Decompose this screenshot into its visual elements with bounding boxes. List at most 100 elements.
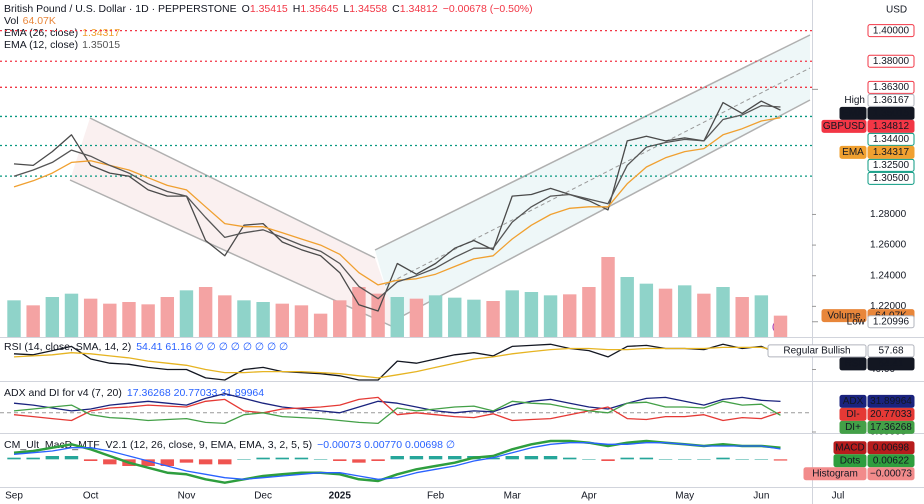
- bar: [237, 300, 251, 337]
- series-line: [13, 117, 781, 286]
- tag-value-box: [867, 357, 915, 371]
- bar: [371, 459, 385, 461]
- ema-name: EMA (26, close): [4, 27, 78, 39]
- marker-label: 1.36167: [873, 95, 910, 106]
- x-tick-label: Nov: [178, 491, 196, 502]
- channel-mid: [384, 67, 811, 286]
- bar: [486, 457, 500, 460]
- bar: [198, 287, 213, 337]
- bar: [543, 295, 558, 337]
- bar: [83, 298, 98, 337]
- bar: [313, 459, 328, 460]
- pane-title: ADX and DI for v4 (7, 20) 17.36268 20.770…: [4, 387, 264, 399]
- bar: [697, 459, 711, 460]
- series-line: [13, 343, 781, 381]
- tag-name-box: [839, 145, 867, 159]
- y-tick-label: 1.22000: [870, 301, 907, 312]
- legend-title: British Pound / U.S. Dollar · 1D · PEPPE…: [4, 3, 533, 15]
- vol-key: Vol: [4, 15, 19, 27]
- bar: [754, 459, 769, 460]
- bar: [26, 305, 40, 337]
- tag-name-box: [839, 407, 867, 421]
- x-tick-label: Apr: [581, 491, 597, 502]
- bar: [448, 456, 462, 460]
- bar: [620, 277, 634, 337]
- x-tick-label: Jun: [753, 491, 769, 502]
- x-tick-label: Mar: [504, 491, 522, 502]
- channel-line: [89, 117, 376, 259]
- bar: [639, 283, 654, 337]
- bar: [7, 300, 21, 337]
- tag-value-box: [867, 467, 915, 481]
- bar: [639, 457, 654, 460]
- bar: [45, 456, 60, 460]
- bar: [352, 459, 366, 463]
- x-tick-label: May: [675, 491, 694, 502]
- series-line: [13, 105, 781, 300]
- tag-value: 57.68: [878, 346, 903, 357]
- level-tag: [867, 158, 915, 172]
- vol-value: 64.07K: [23, 15, 56, 27]
- channel-line: [374, 34, 811, 251]
- bar: [677, 459, 692, 460]
- bar: [103, 303, 117, 337]
- tag-name-box: [833, 454, 867, 468]
- pane-name: ADX and DI for v4 (7, 20): [4, 387, 122, 399]
- tag-name-box: [839, 420, 867, 434]
- tag-name: Regular Bullish: [783, 346, 850, 357]
- bar: [620, 457, 634, 460]
- bar: [390, 297, 404, 337]
- bar: [141, 459, 155, 466]
- tag-name: Histogram: [812, 468, 858, 479]
- down-channel: [70, 118, 400, 330]
- tag-name: RSI: [845, 359, 862, 370]
- ohlc-value: 1.34812: [400, 3, 438, 15]
- bar: [735, 459, 749, 460]
- marker-label: 1.20996: [873, 316, 910, 327]
- tag-value: 0.00622: [873, 455, 910, 466]
- pane-title: RSI (14, close, SMA, 14, 2) 54.41 61.16 ∅…: [4, 341, 288, 353]
- bar: [7, 457, 21, 460]
- bar: [294, 457, 309, 460]
- level-tag: [867, 171, 915, 185]
- tag-name-box: [839, 106, 867, 120]
- series-line: [13, 396, 781, 422]
- bar: [333, 300, 347, 337]
- channel-line: [394, 99, 811, 321]
- level-tag: [867, 24, 915, 38]
- symbol: British Pound / U.S. Dollar · 1D · PEPPE…: [4, 3, 237, 15]
- x-tick-label: Jul: [832, 491, 845, 502]
- tag-name-box: [821, 119, 867, 133]
- tag-value-box: [867, 420, 915, 434]
- tag-value: 1.34317: [873, 147, 910, 158]
- tag-value-box: [867, 454, 915, 468]
- bar: [543, 456, 558, 460]
- x-tick-label: 2025: [329, 491, 352, 502]
- tag-name-box: [839, 357, 867, 371]
- bar: [371, 293, 385, 337]
- bar: [773, 459, 788, 461]
- pane-values: 54.41 61.16 ∅ ∅ ∅ ∅ ∅ ∅ ∅ ∅: [136, 341, 288, 353]
- bar: [333, 459, 347, 461]
- legend-ema: EMA (26, close) 1.34317: [4, 27, 120, 39]
- level-tag: [867, 54, 915, 68]
- tag-value: 1.35015: [873, 108, 910, 119]
- tag-value: 17.36268: [870, 422, 912, 433]
- bar: [275, 303, 289, 337]
- series-line: [13, 346, 781, 379]
- bar: [582, 287, 596, 337]
- pane-values: 17.36268 20.77033 31.89964: [127, 387, 264, 399]
- level-tag-label: 1.34400: [873, 134, 910, 145]
- level-tag: [867, 132, 915, 146]
- level-tag-label: 1.32500: [873, 160, 910, 171]
- bar: [563, 457, 577, 460]
- tag-name-box: [767, 344, 867, 358]
- tag-name-box: [839, 394, 867, 408]
- tag-name: MACD: [835, 442, 864, 453]
- tag-name-box: [803, 467, 867, 481]
- bar: [160, 459, 175, 466]
- tag-value-box: [867, 344, 915, 358]
- series-line: [13, 100, 781, 312]
- bar: [218, 459, 232, 465]
